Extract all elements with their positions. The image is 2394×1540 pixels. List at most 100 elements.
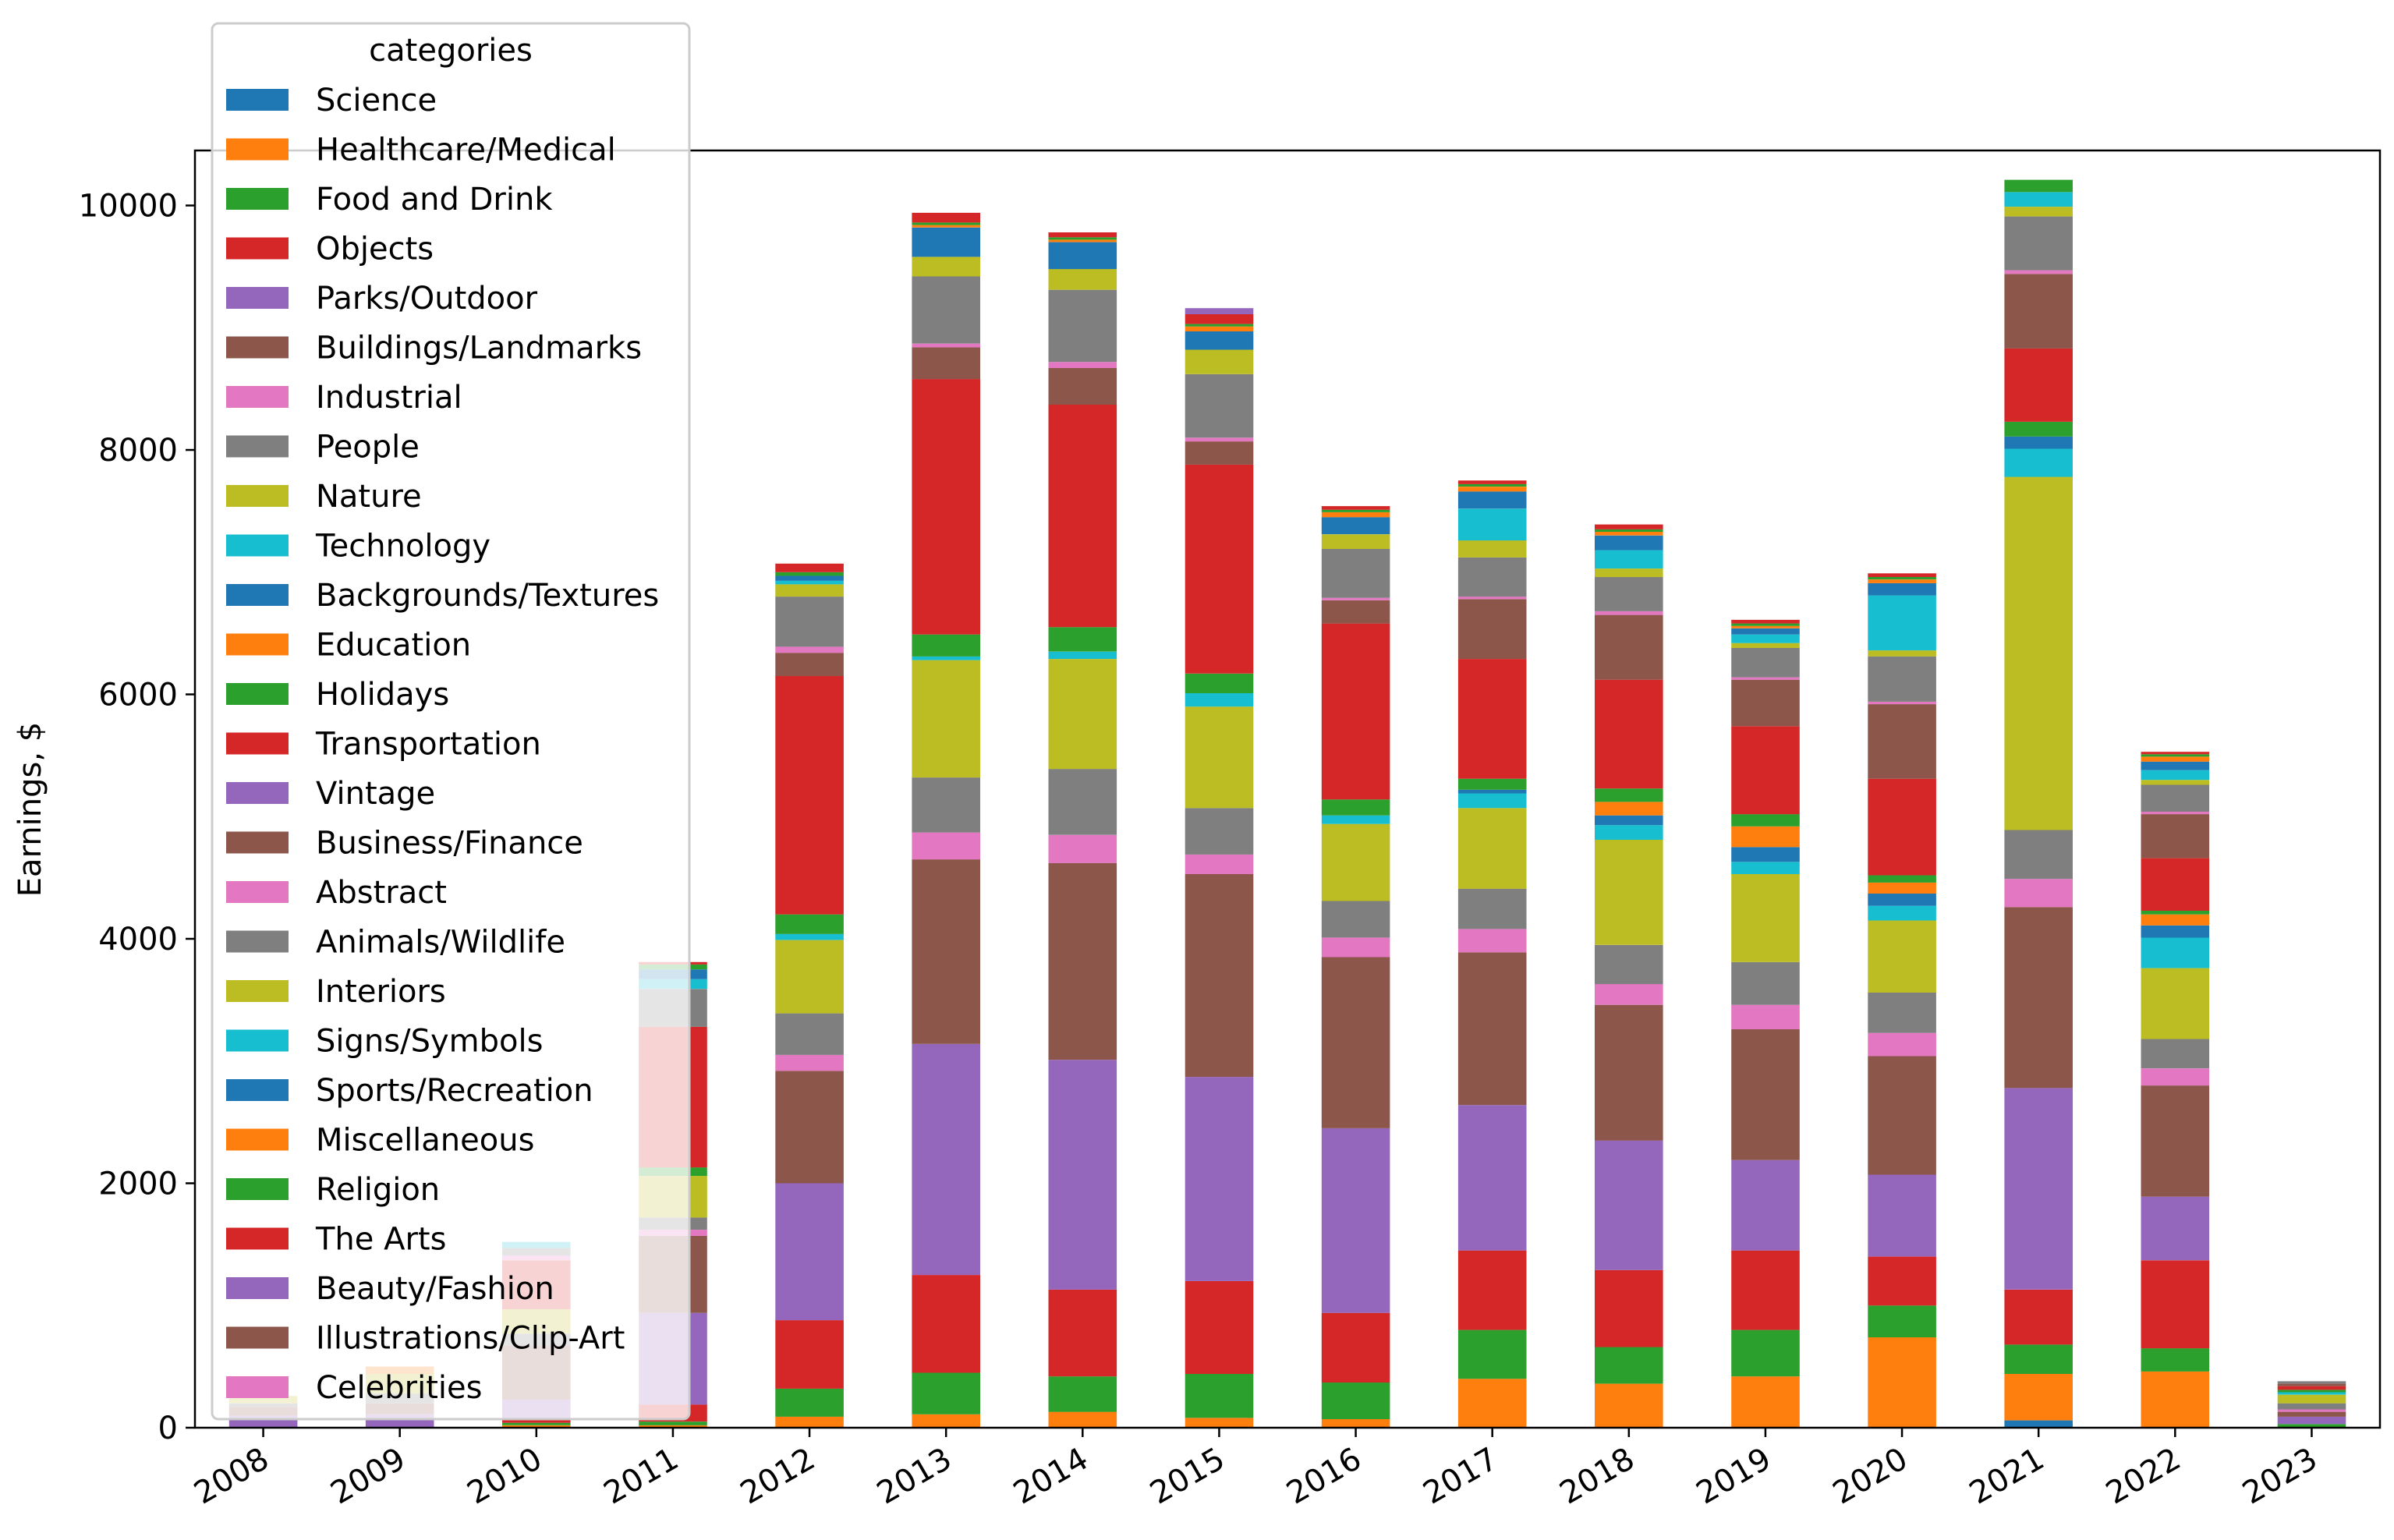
bar-segment xyxy=(1321,901,1390,938)
legend-swatch xyxy=(226,980,289,1002)
bar-segment xyxy=(1321,549,1390,598)
legend-label: Business/Finance xyxy=(316,826,583,862)
bar-segment xyxy=(1595,535,1663,551)
legend-swatch xyxy=(226,1178,289,1200)
bar-segment xyxy=(912,225,980,228)
bar-segment xyxy=(1868,650,1936,657)
bar-segment xyxy=(912,227,980,257)
bar-segment xyxy=(1185,706,1254,809)
bar-segment xyxy=(1595,1269,1663,1347)
bar-segment xyxy=(1321,506,1390,510)
bar-segment xyxy=(775,584,844,597)
bar-segment xyxy=(1868,882,1936,894)
bar-segment xyxy=(2277,1411,2346,1417)
bar-segment xyxy=(2004,270,2073,274)
bar-segment xyxy=(1595,524,1663,529)
bar-segment xyxy=(1185,373,1254,438)
bar-stack-2019 xyxy=(1731,619,1800,1428)
legend-label: Backgrounds/Textures xyxy=(316,578,659,614)
bar-segment xyxy=(1048,627,1117,652)
bar-segment xyxy=(2004,192,2073,207)
bar-segment xyxy=(2004,1420,2073,1428)
bar-segment xyxy=(1185,324,1254,327)
bar-segment xyxy=(2004,274,2073,349)
legend-swatch xyxy=(226,534,289,557)
legend-label: Objects xyxy=(316,232,434,267)
bar-segment xyxy=(912,656,980,660)
legend-label: Beauty/Fashion xyxy=(316,1271,554,1307)
bar-segment xyxy=(1185,331,1254,350)
legend-label: Animals/Wildlife xyxy=(316,925,565,961)
bar-segment xyxy=(1868,1256,1936,1306)
bar-segment xyxy=(775,1416,844,1428)
bar-segment xyxy=(1595,1347,1663,1384)
legend-swatch xyxy=(226,930,289,953)
legend-label: Abstract xyxy=(316,875,447,911)
bar-segment xyxy=(1595,944,1663,985)
bar-segment xyxy=(1048,237,1117,240)
bar-segment xyxy=(1868,582,1936,596)
bar-segment xyxy=(1731,726,1800,815)
bar-segment xyxy=(2141,1068,2210,1086)
bar-segment xyxy=(1731,1250,1800,1330)
bar-segment xyxy=(912,777,980,833)
bar-segment xyxy=(775,1183,844,1321)
legend-swatch xyxy=(226,485,289,507)
bar-segment xyxy=(775,1071,844,1184)
bar-segment xyxy=(1595,802,1663,816)
bar-segment xyxy=(1185,308,1254,314)
bar-segment xyxy=(1457,483,1527,487)
bar-segment xyxy=(912,222,980,225)
bar-segment xyxy=(1595,614,1663,680)
legend-label: Education xyxy=(316,628,471,664)
bar-segment xyxy=(1868,993,1936,1033)
bar-segment xyxy=(1595,825,1663,840)
bar-segment xyxy=(1595,679,1663,789)
legend-swatch xyxy=(226,584,289,606)
bar-segment xyxy=(912,276,980,344)
bar-segment xyxy=(502,1419,571,1423)
bar-segment xyxy=(1731,1329,1800,1377)
bar-segment xyxy=(1048,239,1117,243)
bar-segment xyxy=(1868,778,1936,876)
y-tick-label: 6000 xyxy=(98,678,178,713)
legend-swatch xyxy=(226,1376,289,1398)
bar-segment xyxy=(1321,1419,1390,1428)
bar-segment xyxy=(1868,1337,1936,1428)
bar-segment xyxy=(1321,512,1390,518)
legend-swatch xyxy=(226,435,289,458)
bar-segment xyxy=(1048,1411,1117,1428)
bar-segment xyxy=(912,660,980,778)
bar-segment xyxy=(1185,437,1254,442)
plot-frame xyxy=(193,149,2382,1429)
bar-segment xyxy=(1321,799,1390,816)
bar-segment xyxy=(502,1425,571,1428)
bar-segment xyxy=(1185,854,1254,874)
legend-title: categories xyxy=(369,33,533,69)
legend-swatch xyxy=(226,1227,289,1250)
bar-segment xyxy=(1321,1128,1390,1313)
legend-label: The Arts xyxy=(315,1222,446,1258)
bar-segment xyxy=(502,1422,571,1425)
bar-segment xyxy=(2004,476,2073,830)
bar-segment xyxy=(2004,448,2073,477)
bar-segment xyxy=(2141,1196,2210,1261)
y-axis-label: Earnings, $ xyxy=(12,722,48,897)
bar-stack-2012 xyxy=(775,563,844,1428)
bar-segment xyxy=(1457,540,1527,558)
bar-segment xyxy=(912,634,980,657)
bar-stack-2016 xyxy=(1321,506,1390,1428)
bar-segment xyxy=(2277,1383,2346,1386)
legend-frame xyxy=(211,22,691,1421)
legend-label: Celebrities xyxy=(316,1370,482,1406)
bar-segment xyxy=(912,1414,980,1428)
bar-segment xyxy=(1185,464,1254,674)
bar-segment xyxy=(2141,1085,2210,1197)
bar-segment xyxy=(775,572,844,576)
bar-segment xyxy=(1321,1382,1390,1419)
bar-segment xyxy=(1731,1004,1800,1029)
legend-swatch xyxy=(226,386,289,408)
bar-segment xyxy=(1457,487,1527,492)
